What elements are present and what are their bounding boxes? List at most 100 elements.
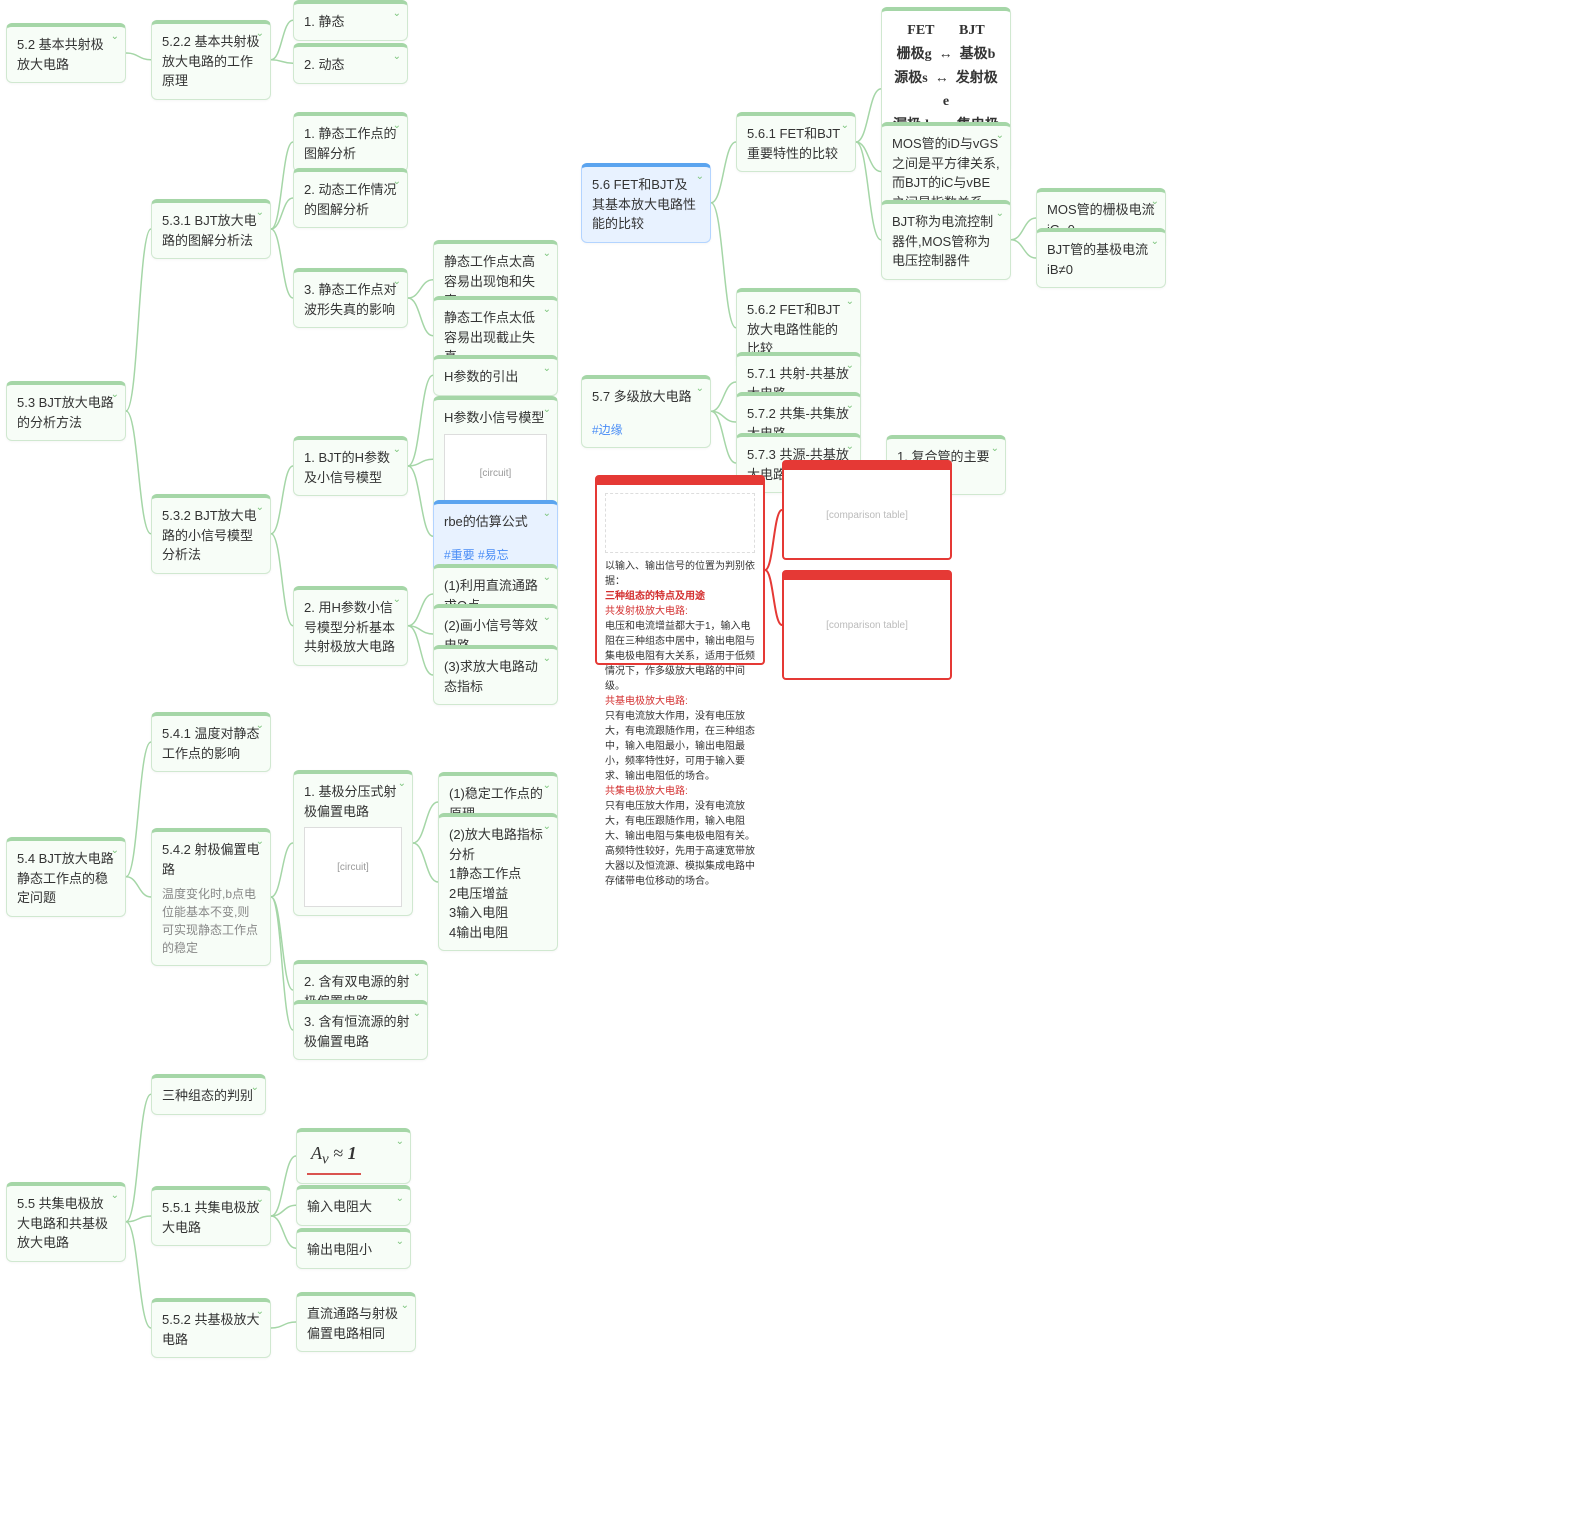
node-tags: #边缘 xyxy=(592,421,700,439)
mindmap-node[interactable]: ⌄三种组态的判别 xyxy=(151,1074,266,1115)
mindmap-node[interactable]: ⌄5.5 共集电极放大电路和共基极放大电路 xyxy=(6,1182,126,1262)
mindmap-link xyxy=(271,897,293,990)
mindmap-node[interactable]: ⌄直流通路与射极偏置电路相同 xyxy=(296,1292,416,1352)
mindmap-link xyxy=(408,626,433,634)
mindmap-link xyxy=(765,510,782,570)
mindmap-node[interactable]: ⌄BJT管的基极电流iB≠0 xyxy=(1036,228,1166,288)
node-label: H参数小信号模型 xyxy=(444,408,547,428)
formula: Av ≈ 1 xyxy=(307,1140,361,1175)
node-label: 5.5.1 共集电极放大电路 xyxy=(162,1198,260,1237)
expand-icon: ⌄ xyxy=(696,381,704,396)
node-label: 2. 动态工作情况的图解分析 xyxy=(304,180,397,219)
mindmap-link xyxy=(271,1322,296,1328)
reference-image-card[interactable]: [comparison table] xyxy=(782,460,952,560)
mindmap-node[interactable]: ⌄rbe的估算公式#重要 #易忘 xyxy=(433,500,558,573)
mindmap-link xyxy=(1011,240,1036,258)
node-label: 5.3.1 BJT放大电路的图解分析法 xyxy=(162,211,260,250)
expand-icon: ⌄ xyxy=(543,651,551,666)
mindmap-node[interactable]: ⌄5.5.1 共集电极放大电路 xyxy=(151,1186,271,1246)
mindmap-node[interactable]: ⌄H参数的引出 xyxy=(433,355,558,396)
expand-icon: ⌄ xyxy=(1151,194,1159,209)
node-label: 5.3 BJT放大电路的分析方法 xyxy=(17,393,115,432)
table-placeholder: [comparison table] xyxy=(784,470,950,521)
mindmap-node[interactable]: ⌄输出电阻小 xyxy=(296,1228,411,1269)
expand-icon: ⌄ xyxy=(543,246,551,261)
mindmap-node[interactable]: ⌄5.2.2 基本共射极放大电路的工作原理 xyxy=(151,20,271,100)
mindmap-node[interactable]: ⌄1. BJT的H参数及小信号模型 xyxy=(293,436,408,496)
node-subtitle: 温度变化时,b点电位能基本不变,则可实现静态工作点的稳定 xyxy=(162,885,260,957)
mindmap-node[interactable]: ⌄(3)求放大电路动态指标 xyxy=(433,645,558,705)
node-label: BJT管的基极电流iB≠0 xyxy=(1047,240,1155,279)
mindmap-link xyxy=(271,843,293,897)
mindmap-node[interactable]: ⌄输入电阻大 xyxy=(296,1185,411,1226)
expand-icon: ⌄ xyxy=(396,1134,404,1149)
mindmap-link xyxy=(711,382,736,411)
mindmap-node[interactable]: ⌄3. 含有恒流源的射极偏置电路 xyxy=(293,1000,428,1060)
mindmap-node[interactable]: ⌄5.4 BJT放大电路静态工作点的稳定问题 xyxy=(6,837,126,917)
node-label: 3. 静态工作点对波形失真的影响 xyxy=(304,280,397,319)
expand-icon: ⌄ xyxy=(401,1298,409,1313)
mindmap-node[interactable]: ⌄2. 用H参数小信号模型分析基本共射极放大电路 xyxy=(293,586,408,666)
mindmap-node[interactable]: ⌄(2)放大电路指标分析 1静态工作点 2电压增益 3输入电阻 4输出电阻 xyxy=(438,813,558,951)
mindmap-node[interactable]: ⌄5.3.1 BJT放大电路的图解分析法 xyxy=(151,199,271,259)
mindmap-node[interactable]: ⌄2. 动态工作情况的图解分析 xyxy=(293,168,408,228)
expand-icon: ⌄ xyxy=(256,718,264,733)
expand-icon: ⌄ xyxy=(841,118,849,133)
expand-icon: ⌄ xyxy=(251,1080,259,1095)
expand-icon: ⌄ xyxy=(543,302,551,317)
expand-icon: ⌄ xyxy=(393,118,401,133)
node-label: 三种组态的判别 xyxy=(162,1086,255,1106)
expand-icon: ⌄ xyxy=(846,398,854,413)
mindmap-link xyxy=(271,534,293,626)
mindmap-node[interactable]: ⌄1. 基极分压式射极偏置电路[circuit] xyxy=(293,770,413,916)
mindmap-node[interactable]: ⌄BJT称为电流控制器件,MOS管称为电压控制器件 xyxy=(881,200,1011,280)
expand-icon: ⌄ xyxy=(1151,234,1159,249)
mindmap-node[interactable]: ⌄5.4.2 射极偏置电路温度变化时,b点电位能基本不变,则可实现静态工作点的稳… xyxy=(151,828,271,966)
mindmap-link xyxy=(126,53,151,60)
mindmap-node[interactable]: ⌄5.2 基本共射极放大电路 xyxy=(6,23,126,83)
mindmap-link xyxy=(271,60,293,64)
mindmap-node[interactable]: ⌄ Av ≈ 1 xyxy=(296,1128,411,1184)
mindmap-node[interactable]: ⌄5.3.2 BJT放大电路的小信号模型分析法 xyxy=(151,494,271,574)
expand-icon: ⌄ xyxy=(543,819,551,834)
node-label: 5.5 共集电极放大电路和共基极放大电路 xyxy=(17,1194,115,1253)
mindmap-node[interactable]: ⌄5.3 BJT放大电路的分析方法 xyxy=(6,381,126,441)
node-label: 输入电阻大 xyxy=(307,1197,400,1217)
node-label: 5.6.2 FET和BJT放大电路性能的比较 xyxy=(747,300,850,359)
mindmap-node[interactable]: ⌄3. 静态工作点对波形失真的影响 xyxy=(293,268,408,328)
expand-icon: ⌄ xyxy=(393,592,401,607)
expand-icon: ⌄ xyxy=(256,1304,264,1319)
expand-icon: ⌄ xyxy=(543,610,551,625)
mindmap-link xyxy=(856,142,881,172)
mindmap-link xyxy=(271,466,293,534)
mindmap-node[interactable]: ⌄2. 动态 xyxy=(293,43,408,84)
mindmap-node[interactable]: ⌄5.7 多级放大电路#边缘 xyxy=(581,375,711,448)
node-label: 1. 静态 xyxy=(304,12,397,32)
expand-icon: ⌄ xyxy=(996,128,1004,143)
node-label: 5.6.1 FET和BJT重要特性的比较 xyxy=(747,124,845,163)
mindmap-link xyxy=(126,1222,151,1328)
mindmap-link xyxy=(126,877,151,897)
mindmap-link xyxy=(408,626,433,675)
mindmap-link xyxy=(126,1216,151,1222)
expand-icon: ⌄ xyxy=(256,205,264,220)
mindmap-node[interactable]: ⌄5.6.1 FET和BJT重要特性的比较 xyxy=(736,112,856,172)
mindmap-link xyxy=(271,20,293,60)
mindmap-link xyxy=(408,280,433,298)
reference-image-card[interactable]: 以输入、输出信号的位置为判别依据：三种组态的特点及用途共发射极放大电路:电压和电… xyxy=(595,475,765,665)
mindmap-link xyxy=(1011,218,1036,240)
mindmap-node[interactable]: ⌄5.5.2 共基极放大电路 xyxy=(151,1298,271,1358)
expand-icon: ⌄ xyxy=(111,1188,119,1203)
mindmap-node[interactable]: ⌄1. 静态工作点的图解分析 xyxy=(293,112,408,172)
mindmap-link xyxy=(413,843,438,882)
mindmap-node[interactable]: ⌄5.6 FET和BJT及其基本放大电路性能的比较 xyxy=(581,163,711,243)
expand-icon: ⌄ xyxy=(111,843,119,858)
mindmap-node[interactable]: ⌄5.4.1 温度对静态工作点的影响 xyxy=(151,712,271,772)
mindmap-node[interactable]: ⌄1. 静态 xyxy=(293,0,408,41)
node-label: 2. 动态 xyxy=(304,55,397,75)
node-label: 5.2 基本共射极放大电路 xyxy=(17,35,115,74)
reference-image-card[interactable]: [comparison table] xyxy=(782,570,952,680)
mindmap-link xyxy=(271,1156,296,1216)
expand-icon: ⌄ xyxy=(846,358,854,373)
mindmap-link xyxy=(711,411,736,422)
